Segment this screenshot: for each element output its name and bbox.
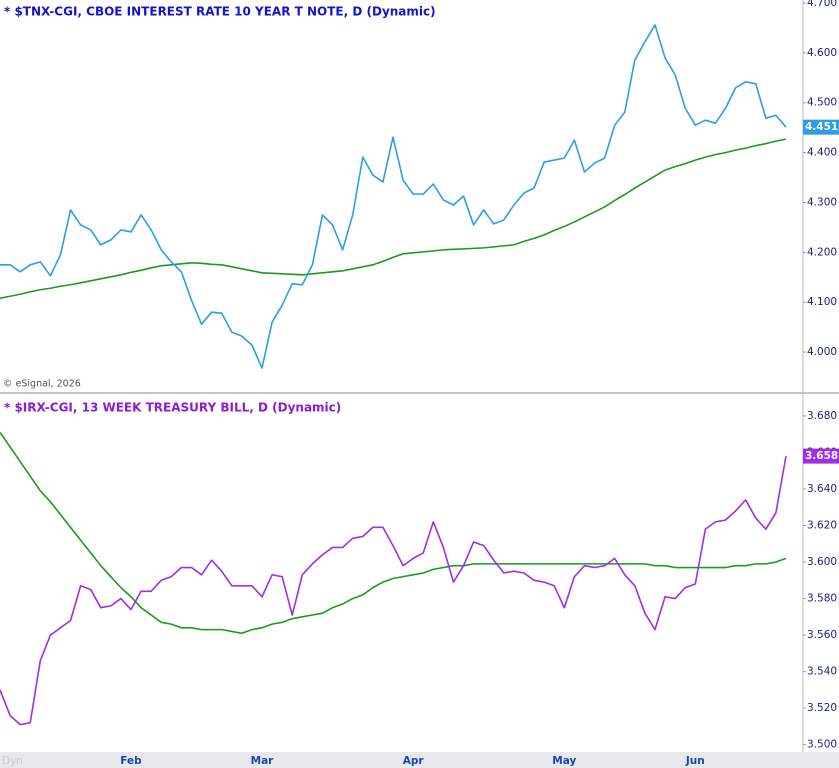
x-tick-label: Apr bbox=[403, 755, 425, 767]
y-tick-label: 4.500 bbox=[807, 97, 837, 109]
series-line bbox=[0, 24, 787, 369]
x-tick-label: May bbox=[552, 755, 576, 767]
y-tick-label: 3.600 bbox=[807, 556, 837, 568]
y-tick-label: 3.620 bbox=[807, 520, 837, 532]
y-tick-label: 4.000 bbox=[807, 346, 837, 358]
y-tick-label: 4.400 bbox=[807, 147, 837, 159]
x-tick-label: Jun bbox=[685, 755, 705, 767]
last-value-label: 3.658 bbox=[805, 450, 838, 462]
y-tick-label: 4.200 bbox=[807, 246, 837, 258]
y-tick-label: 3.560 bbox=[807, 629, 837, 641]
x-tick-label: Feb bbox=[120, 755, 142, 767]
y-tick-label: 4.100 bbox=[807, 296, 837, 308]
chart-title: * $IRX-CGI, 13 WEEK TREASURY BILL, D (Dy… bbox=[4, 401, 341, 415]
last-value-tag bbox=[803, 448, 839, 464]
series-line bbox=[0, 431, 787, 635]
series-line bbox=[0, 138, 787, 300]
chart-title: * $TNX-CGI, CBOE INTEREST RATE 10 YEAR T… bbox=[4, 5, 436, 19]
x-axis-strip bbox=[0, 752, 839, 768]
y-tick-label: 3.580 bbox=[807, 593, 837, 605]
badge: Dyn bbox=[2, 755, 23, 767]
y-tick-label: 3.520 bbox=[807, 702, 837, 714]
y-tick-label: 3.640 bbox=[807, 483, 837, 495]
y-tick-label: 3.500 bbox=[807, 739, 837, 751]
y-tick-label: 4.600 bbox=[807, 47, 837, 59]
y-tick-label: 4.700 bbox=[807, 0, 837, 9]
last-value-tag bbox=[803, 119, 839, 135]
credit: © eSignal, 2026 bbox=[3, 379, 81, 390]
x-tick-label: Mar bbox=[251, 755, 275, 767]
series-line bbox=[0, 455, 787, 726]
y-tick-label: 3.680 bbox=[807, 410, 837, 422]
y-tick-label: 3.540 bbox=[807, 666, 837, 678]
last-value-label: 4.451 bbox=[805, 121, 838, 133]
y-tick-label: 4.300 bbox=[807, 196, 837, 208]
